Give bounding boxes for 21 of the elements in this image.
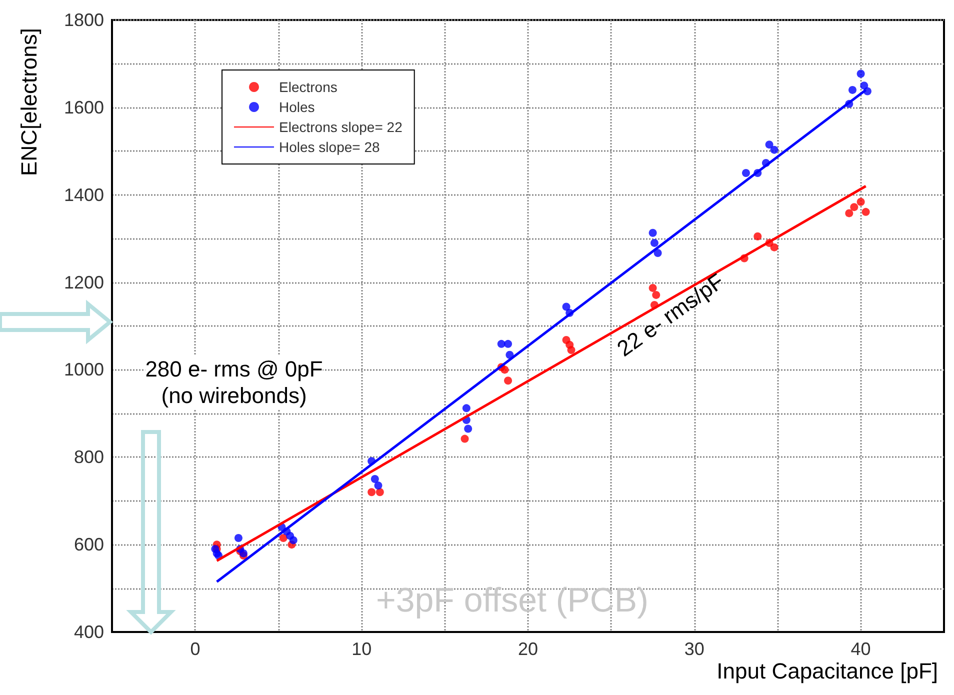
x-tick-label: 0 (190, 639, 200, 659)
legend-label: Holes slope= 28 (279, 139, 380, 155)
y-tick-label: 400 (74, 622, 104, 642)
annotation: 280 e- rms @ 0pF (no wirebonds) (145, 356, 323, 408)
x-axis-title: Input Capacitance [pF] (716, 658, 938, 684)
x-tick-label: 40 (850, 639, 871, 659)
legend-label: Holes (279, 99, 315, 115)
y-tick-label: 800 (74, 447, 104, 468)
y-tick-label: 1000 (64, 360, 104, 380)
y-tick-label: 1800 (64, 10, 104, 30)
legend-label: Electrons (279, 79, 338, 95)
x-tick-label: 20 (518, 639, 538, 659)
y-axis-title: ENC[electrons] (16, 28, 42, 176)
annotation: +3pF offset (PCB) (376, 581, 648, 620)
y-tick-label: 1400 (64, 184, 104, 205)
x-tick-label: 30 (684, 639, 704, 659)
x-tick-label: 10 (352, 639, 372, 659)
y-tick-label: 1600 (64, 97, 104, 118)
legend-label: Electrons slope= 22 (279, 119, 403, 135)
y-tick-label: 600 (74, 534, 104, 555)
y-tick-label: 1200 (64, 272, 104, 292)
